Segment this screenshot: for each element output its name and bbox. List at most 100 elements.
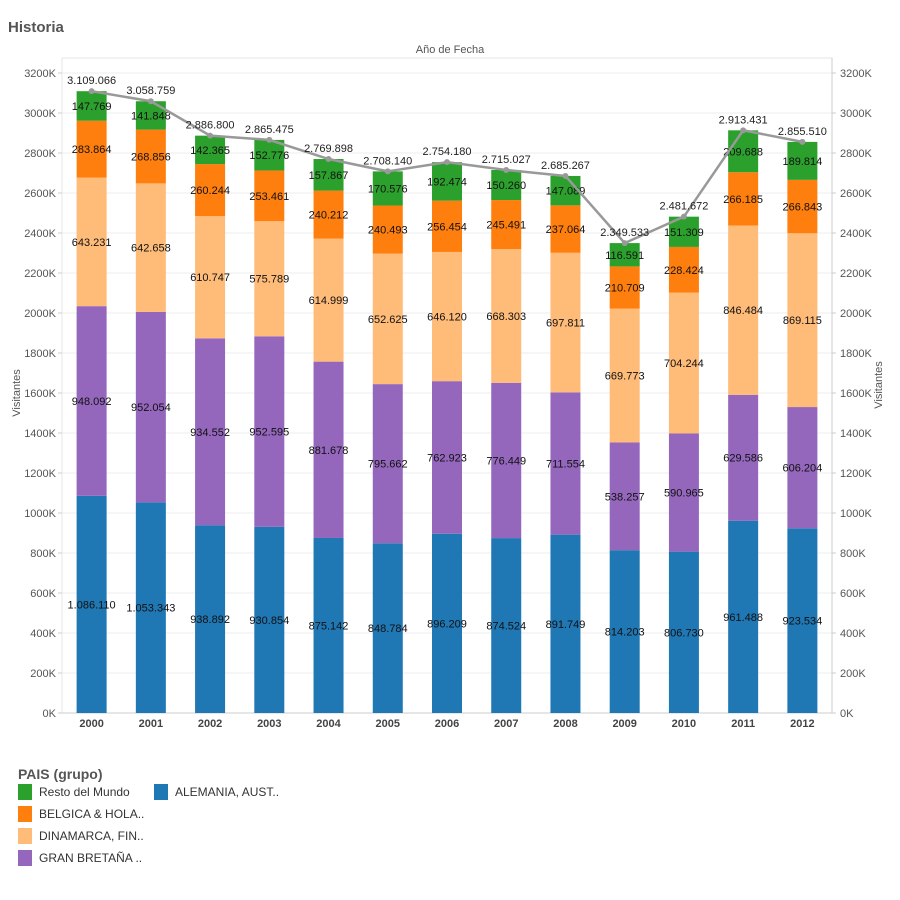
data-label: 642.658: [131, 243, 171, 255]
data-label: 575.789: [249, 274, 289, 286]
total-point: [266, 136, 273, 143]
legend-label: GRAN BRETAÑA ..: [39, 851, 143, 865]
total-point: [740, 127, 747, 134]
bar-segment: [195, 164, 226, 217]
bar-segment: [432, 533, 462, 713]
y-tick-label: 1200K: [24, 468, 56, 480]
data-label: 874.524: [486, 621, 526, 633]
y-tick-label: 800K: [30, 548, 56, 560]
bar-segment: [135, 183, 166, 312]
data-label: 142.365: [190, 145, 230, 157]
bar-segment: [372, 205, 403, 254]
y-tick-label: 1600K: [24, 388, 56, 400]
legend-label: ALEMANIA, AUST..: [175, 785, 280, 799]
legend-item[interactable]: ALEMANIA, AUST..: [154, 784, 279, 800]
bar-segment: [728, 520, 759, 713]
bar-segment: [432, 200, 462, 252]
total-label: 2.754.180: [423, 146, 472, 158]
legend-item[interactable]: GRAN BRETAÑA ..: [18, 850, 142, 866]
data-label: 875.142: [309, 620, 349, 632]
bar-segment: [254, 526, 285, 713]
x-tick-label: 2007: [494, 718, 518, 730]
bar-segment: [668, 551, 699, 713]
legend-label: DINAMARCA, FIN..: [39, 829, 144, 843]
y-tick-label-right: 400K: [840, 628, 866, 640]
total-label: 2.865.475: [245, 124, 294, 136]
data-label: 704.244: [664, 358, 704, 370]
y-axis-title-right: Visitantes: [873, 361, 885, 409]
data-label: 652.625: [368, 314, 408, 326]
data-label: 170.576: [368, 183, 408, 195]
legend-swatch: [18, 806, 32, 822]
bar-segment: [254, 139, 285, 171]
data-label: 1.086.110: [68, 599, 116, 611]
y-tick-label: 200K: [30, 668, 56, 680]
data-label: 253.461: [249, 191, 289, 203]
y-tick-label: 3200K: [24, 68, 56, 80]
data-label: 240.493: [368, 225, 408, 237]
data-label: 814.203: [605, 627, 645, 639]
data-label: 961.488: [723, 612, 763, 624]
legend-swatch: [18, 850, 32, 866]
bar-segment: [550, 175, 581, 206]
stacked-bar-chart: 0K 0K 200K 200K 400K 400K 600K 600K 800K 800K 1000…: [11, 57, 885, 730]
bar-segment: [372, 253, 403, 385]
bar-segment: [609, 308, 640, 443]
bar-segment: [76, 120, 107, 178]
data-label: 245.491: [486, 220, 526, 232]
bar-segment: [135, 311, 166, 503]
bar-segment: [76, 495, 107, 713]
x-tick-label: 2000: [79, 718, 103, 730]
legend-item[interactable]: DINAMARCA, FIN..: [18, 828, 144, 844]
bar-segment: [313, 190, 344, 239]
bar-segment: [668, 246, 699, 293]
data-label: 614.999: [309, 295, 349, 307]
legend-item[interactable]: Resto del Mundo: [18, 784, 130, 800]
data-label: 256.454: [427, 221, 467, 233]
data-label: 762.923: [427, 452, 467, 464]
x-tick-label: 2001: [139, 718, 163, 730]
y-tick-label: 400K: [30, 628, 56, 640]
bar-segment: [76, 306, 107, 496]
total-point: [88, 88, 95, 95]
x-tick-label: 2002: [198, 718, 222, 730]
y-tick-label: 1800K: [24, 348, 56, 360]
data-label: 150.260: [486, 180, 526, 192]
bar-segment: [254, 221, 285, 337]
y-tick-label: 1000K: [24, 508, 56, 520]
bar-segment: [550, 252, 581, 393]
data-label: 923.534: [783, 616, 823, 628]
total-label: 3.058.759: [126, 85, 175, 97]
y-tick-label-right: 2800K: [840, 148, 872, 160]
data-label: 629.586: [723, 453, 763, 465]
data-label: 934.552: [190, 427, 230, 439]
legend-title: PAIS (grupo): [18, 766, 103, 782]
x-tick-label: 2010: [672, 718, 696, 730]
bar-segment: [787, 179, 818, 234]
data-label: 209.688: [723, 146, 763, 158]
data-label: 266.185: [723, 194, 763, 206]
bar-segment: [135, 502, 166, 713]
y-tick-label-right: 800K: [840, 548, 866, 560]
y-tick-label-right: 1600K: [840, 388, 872, 400]
bar-segment: [728, 225, 759, 395]
total-label: 2.886.800: [186, 120, 235, 132]
bar-segment: [491, 200, 522, 250]
y-tick-label: 0K: [43, 708, 57, 720]
legend-swatch: [18, 828, 32, 844]
total-point: [562, 172, 569, 179]
total-label: 2.913.431: [719, 114, 768, 126]
bar-segment: [76, 91, 107, 121]
bar-segment: [668, 292, 699, 434]
bar-segment: [313, 238, 344, 362]
y-tick-label-right: 1200K: [840, 468, 872, 480]
data-label: 141.848: [131, 110, 171, 122]
legend-item[interactable]: BELGICA & HOLA..: [18, 806, 144, 822]
data-label: 896.209: [427, 618, 467, 630]
x-tick-label: 2008: [553, 718, 577, 730]
legend-swatch: [18, 784, 32, 800]
data-label: 240.212: [309, 210, 349, 222]
bar-segment: [668, 433, 699, 552]
data-label: 260.244: [190, 185, 230, 197]
